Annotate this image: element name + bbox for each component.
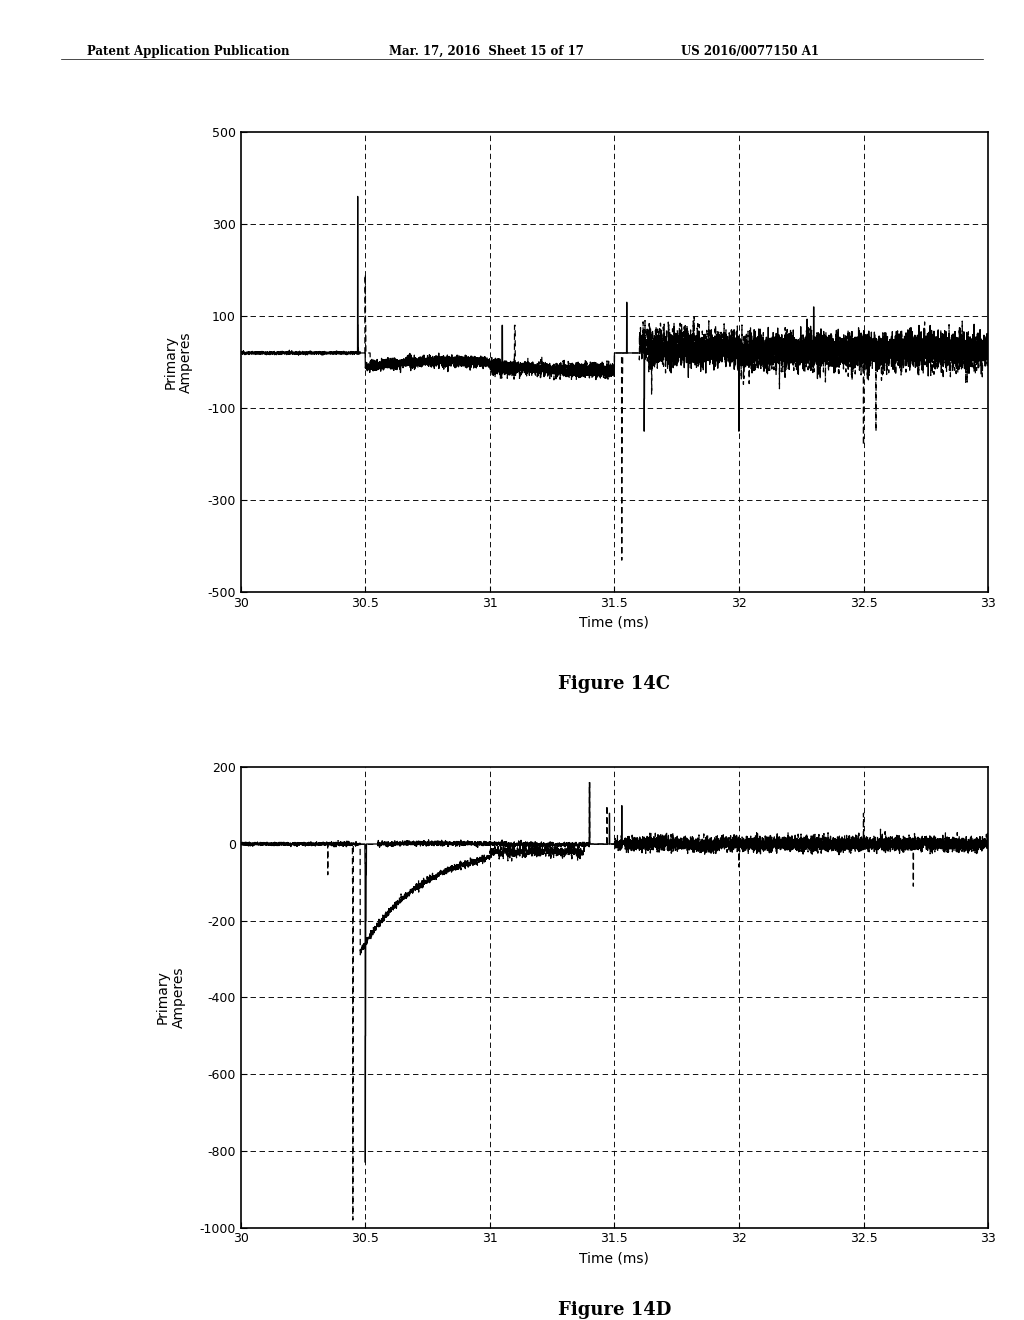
Text: US 2016/0077150 A1: US 2016/0077150 A1 [681,45,819,58]
X-axis label: Time (ms): Time (ms) [580,615,649,630]
Text: Figure 14C: Figure 14C [558,675,671,693]
Text: Figure 14D: Figure 14D [558,1302,671,1319]
X-axis label: Time (ms): Time (ms) [580,1251,649,1265]
Y-axis label: Primary
Amperes: Primary Amperes [163,331,194,393]
Text: Patent Application Publication: Patent Application Publication [87,45,290,58]
Y-axis label: Primary
Amperes: Primary Amperes [156,966,185,1028]
Text: Mar. 17, 2016  Sheet 15 of 17: Mar. 17, 2016 Sheet 15 of 17 [389,45,584,58]
